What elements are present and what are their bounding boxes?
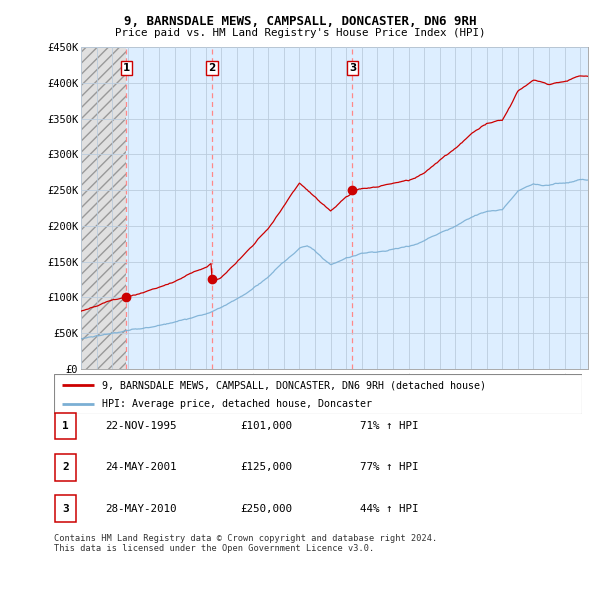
FancyBboxPatch shape [55, 495, 76, 522]
FancyBboxPatch shape [55, 413, 76, 439]
Text: 77% ↑ HPI: 77% ↑ HPI [360, 463, 419, 472]
Text: 2: 2 [208, 63, 215, 73]
Bar [81, 47, 126, 369]
Text: 9, BARNSDALE MEWS, CAMPSALL, DONCASTER, DN6 9RH: 9, BARNSDALE MEWS, CAMPSALL, DONCASTER, … [124, 15, 476, 28]
Text: £101,000: £101,000 [240, 421, 292, 431]
Text: 1: 1 [122, 63, 130, 73]
Text: 71% ↑ HPI: 71% ↑ HPI [360, 421, 419, 431]
Text: HPI: Average price, detached house, Doncaster: HPI: Average price, detached house, Donc… [101, 399, 371, 409]
Text: 44% ↑ HPI: 44% ↑ HPI [360, 504, 419, 513]
Text: 28-MAY-2010: 28-MAY-2010 [105, 504, 176, 513]
Text: Price paid vs. HM Land Registry's House Price Index (HPI): Price paid vs. HM Land Registry's House … [115, 28, 485, 38]
Text: £125,000: £125,000 [240, 463, 292, 472]
Text: Contains HM Land Registry data © Crown copyright and database right 2024.
This d: Contains HM Land Registry data © Crown c… [54, 534, 437, 553]
FancyBboxPatch shape [55, 454, 76, 480]
FancyBboxPatch shape [54, 374, 582, 414]
Text: £250,000: £250,000 [240, 504, 292, 513]
Text: 2: 2 [62, 463, 69, 472]
Text: 3: 3 [62, 504, 69, 513]
Text: 1: 1 [62, 421, 69, 431]
Text: 22-NOV-1995: 22-NOV-1995 [105, 421, 176, 431]
Text: 9, BARNSDALE MEWS, CAMPSALL, DONCASTER, DN6 9RH (detached house): 9, BARNSDALE MEWS, CAMPSALL, DONCASTER, … [101, 381, 485, 391]
Text: 3: 3 [349, 63, 356, 73]
Text: 24-MAY-2001: 24-MAY-2001 [105, 463, 176, 472]
